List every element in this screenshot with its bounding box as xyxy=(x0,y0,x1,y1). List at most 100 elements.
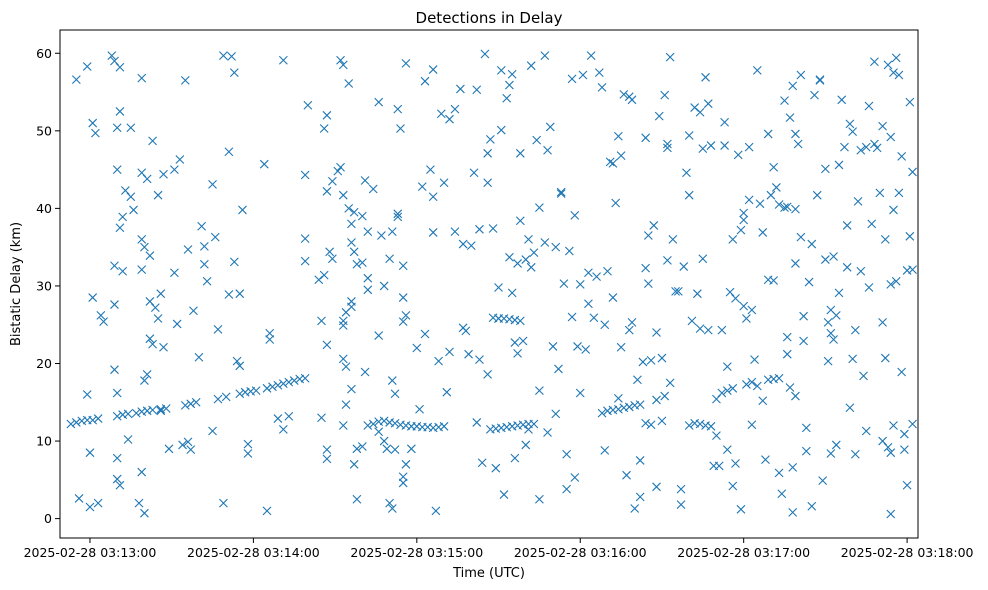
data-point xyxy=(428,228,438,237)
data-point xyxy=(347,238,356,247)
data-point xyxy=(870,139,879,149)
data-point xyxy=(390,418,400,428)
data-point xyxy=(379,281,389,291)
data-point xyxy=(338,190,348,200)
data-point xyxy=(515,216,525,226)
data-point xyxy=(229,68,239,78)
data-point xyxy=(635,492,645,502)
data-point xyxy=(406,444,416,454)
data-point xyxy=(352,494,362,504)
data-point xyxy=(213,394,223,404)
data-point xyxy=(431,506,441,516)
data-point xyxy=(559,279,569,289)
data-point xyxy=(774,468,784,478)
data-point xyxy=(137,467,147,477)
data-point xyxy=(742,380,751,389)
data-point xyxy=(752,65,762,75)
data-point xyxy=(232,356,242,366)
data-point xyxy=(379,436,389,446)
data-point xyxy=(265,328,275,338)
data-point xyxy=(894,70,904,80)
data-point xyxy=(197,221,207,231)
data-point xyxy=(622,470,631,480)
data-point xyxy=(818,476,828,485)
data-point xyxy=(567,312,577,322)
data-point xyxy=(357,258,367,268)
data-point xyxy=(243,449,253,458)
data-point xyxy=(657,416,667,426)
data-point xyxy=(575,279,585,289)
data-point xyxy=(698,144,708,154)
y-axis-title: Bistatic Delay (km) xyxy=(9,222,24,346)
data-point xyxy=(439,178,449,188)
data-point xyxy=(594,68,604,78)
data-point xyxy=(150,303,160,313)
data-point xyxy=(385,254,394,264)
data-point xyxy=(115,107,125,116)
data-point xyxy=(641,263,651,273)
data-point xyxy=(663,143,672,153)
data-point xyxy=(665,52,675,62)
data-point xyxy=(300,256,310,266)
data-point xyxy=(663,139,672,149)
data-point xyxy=(347,384,356,394)
data-point xyxy=(613,394,623,403)
data-point xyxy=(554,364,563,374)
x-axis: 2025-02-28 03:13:00 2025-02-28 03:14:00 20… xyxy=(24,538,974,560)
y-tick-label: 20 xyxy=(36,356,52,371)
data-point xyxy=(663,255,672,265)
data-point xyxy=(518,336,528,346)
data-point xyxy=(180,400,190,410)
data-point xyxy=(826,449,836,458)
data-point xyxy=(548,342,558,351)
data-point xyxy=(401,459,411,469)
data-point xyxy=(251,386,261,396)
data-point xyxy=(140,508,149,518)
data-point xyxy=(684,190,694,200)
data-point xyxy=(112,474,122,484)
data-point xyxy=(643,279,653,289)
data-point xyxy=(219,498,228,508)
data-point xyxy=(123,409,133,419)
data-point xyxy=(148,405,157,415)
data-point xyxy=(475,355,484,365)
data-point xyxy=(88,118,98,128)
data-point xyxy=(327,176,337,186)
data-point xyxy=(428,65,438,74)
data-point xyxy=(747,420,757,430)
data-point xyxy=(706,421,716,431)
data-point xyxy=(722,445,732,454)
data-point xyxy=(687,316,697,326)
data-point xyxy=(668,235,678,244)
data-point xyxy=(592,272,601,282)
data-point xyxy=(739,301,749,311)
data-point xyxy=(319,124,329,133)
data-point xyxy=(600,445,610,455)
data-point xyxy=(96,311,106,320)
data-point xyxy=(605,157,615,167)
data-point xyxy=(145,334,155,344)
data-point xyxy=(110,261,119,271)
data-point xyxy=(129,205,138,215)
data-point xyxy=(780,96,789,105)
data-point xyxy=(682,168,691,178)
data-point xyxy=(750,355,759,365)
data-point xyxy=(118,266,128,276)
data-point xyxy=(720,141,729,150)
data-point xyxy=(562,484,572,494)
data-point xyxy=(153,314,163,323)
markers-layer xyxy=(66,49,917,519)
data-point xyxy=(515,316,525,326)
data-point xyxy=(284,411,294,421)
data-point xyxy=(883,60,893,70)
data-point xyxy=(496,125,506,135)
data-point xyxy=(347,302,356,312)
data-point xyxy=(845,119,855,129)
data-point xyxy=(815,75,825,85)
data-point xyxy=(774,373,784,383)
data-point xyxy=(782,332,792,342)
data-point xyxy=(172,319,182,329)
data-point xyxy=(731,293,740,303)
data-point xyxy=(875,188,885,198)
